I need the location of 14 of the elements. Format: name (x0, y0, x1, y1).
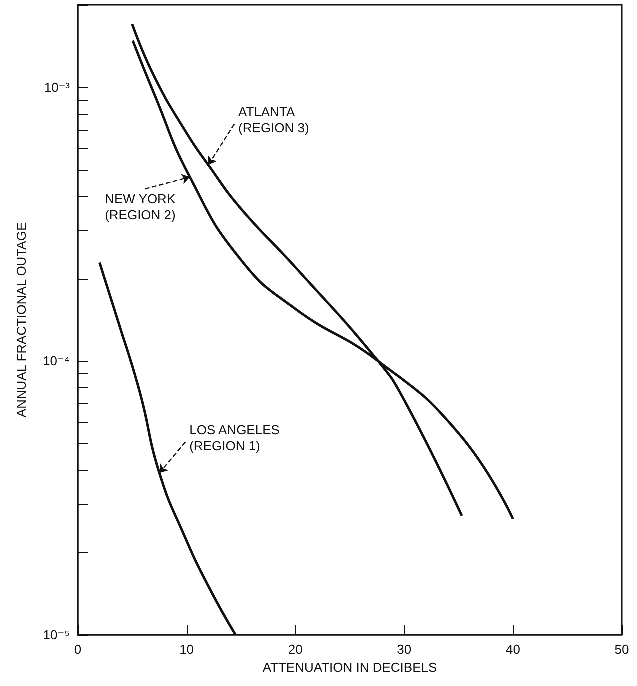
annotation: ATLANTA (REGION 3) (238, 104, 310, 136)
annotation: NEW YORK (REGION 2) (105, 192, 176, 223)
x-tick-label: 40 (506, 642, 520, 657)
x-axis-title: ATTENUATION IN DECIBELS (262, 660, 438, 675)
x-tick-label: 30 (397, 642, 412, 657)
y-tick-label: 10⁻⁴ (43, 354, 70, 369)
x-tick-label: 50 (614, 642, 630, 657)
annotation: LOS ANGELES (REGION 1) (190, 422, 280, 454)
x-tick-label: 10 (180, 642, 194, 657)
y-tick-label: 10⁻⁵ (43, 628, 70, 642)
y-tick-label: 10⁻³ (44, 80, 71, 95)
y-axis-title: ANNUAL FRACTIONAL OUTAGE (14, 222, 29, 418)
x-tick-label: 20 (288, 642, 303, 657)
x-tick-label: 0 (74, 642, 82, 657)
